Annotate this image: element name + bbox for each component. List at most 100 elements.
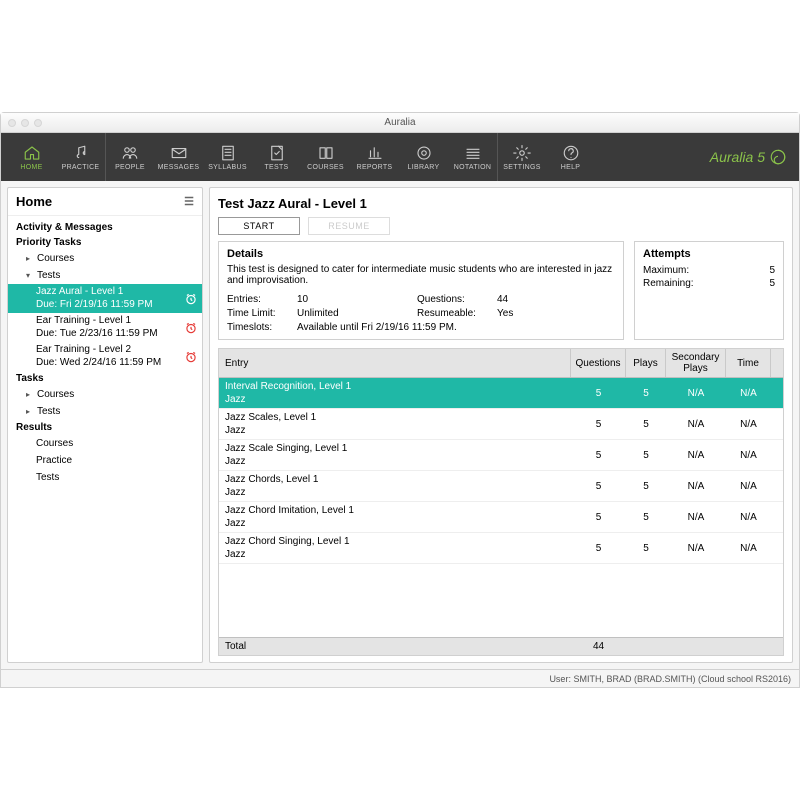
toolbar-settings[interactable]: SETTINGS (497, 133, 546, 181)
zoom-dot[interactable] (34, 119, 42, 127)
toolbar-messages[interactable]: MESSAGES (154, 133, 203, 181)
toolbar-library[interactable]: LIBRARY (399, 133, 448, 181)
start-button[interactable]: START (218, 217, 300, 235)
col-entry[interactable]: Entry (219, 349, 571, 377)
toolbar-help[interactable]: HELP (546, 133, 595, 181)
entries-label: Entries: (227, 294, 297, 305)
toolbar-tests[interactable]: TESTS (252, 133, 301, 181)
page-title: Test Jazz Aural - Level 1 (218, 194, 784, 217)
cell-plays: 5 (626, 440, 666, 470)
window-controls[interactable] (8, 119, 42, 127)
sidebar-test-item[interactable]: Ear Training - Level 1Due: Tue 2/23/16 1… (8, 313, 202, 342)
timelimit-value: Unlimited (297, 308, 417, 319)
col-scrollbar (771, 349, 783, 377)
cell-time: N/A (726, 502, 771, 532)
minimize-dot[interactable] (21, 119, 29, 127)
library-icon (415, 144, 433, 162)
entry-category: Jazz (225, 548, 246, 561)
list-icon[interactable]: ☰ (184, 195, 194, 208)
entries-table: Entry Questions Plays Secondary Plays Ti… (218, 348, 784, 656)
col-time[interactable]: Time (726, 349, 771, 377)
toolbar-home[interactable]: HOME (7, 133, 56, 181)
table-row[interactable]: Jazz Chords, Level 1Jazz55N/AN/A (219, 471, 783, 502)
sidebar-body: Activity & Messages Priority Tasks ▸Cour… (8, 216, 202, 490)
entry-name: Jazz Chord Imitation, Level 1 (225, 504, 354, 517)
sidebar-tasks-tests[interactable]: ▸Tests (8, 403, 202, 420)
tests-icon (268, 144, 286, 162)
cell-secondary-plays: N/A (666, 378, 726, 408)
sidebar: Home ☰ Activity & Messages Priority Task… (7, 187, 203, 663)
cell-plays: 5 (626, 471, 666, 501)
entry-category: Jazz (225, 455, 246, 468)
status-user: User: SMITH, BRAD (BRAD.SMITH) (Cloud sc… (549, 674, 791, 684)
cell-plays: 5 (626, 502, 666, 532)
cell-time: N/A (726, 440, 771, 470)
brand-text: Auralia 5 (710, 149, 765, 165)
attempts-card: Attempts Maximum:5 Remaining:5 (634, 241, 784, 340)
cell-questions: 5 (571, 440, 626, 470)
details-description: This test is designed to cater for inter… (227, 264, 615, 286)
col-secondary-plays[interactable]: Secondary Plays (666, 349, 726, 377)
alarm-icon (184, 321, 198, 335)
table-row[interactable]: Jazz Chord Singing, Level 1Jazz55N/AN/A (219, 533, 783, 564)
sidebar-tasks-heading: Tasks (8, 371, 202, 386)
sidebar-results-courses[interactable]: Courses (8, 435, 202, 452)
sidebar-results-heading: Results (8, 420, 202, 435)
cell-questions: 5 (571, 378, 626, 408)
test-name: Ear Training - Level 2 (36, 344, 180, 357)
col-questions[interactable]: Questions (571, 349, 626, 377)
test-due: Due: Fri 2/19/16 11:59 PM (36, 299, 180, 312)
sidebar-activity-heading[interactable]: Activity & Messages (8, 220, 202, 235)
table-row[interactable]: Jazz Chord Imitation, Level 1Jazz55N/AN/… (219, 502, 783, 533)
sidebar-test-item[interactable]: Jazz Aural - Level 1Due: Fri 2/19/16 11:… (8, 284, 202, 313)
entry-name: Jazz Scales, Level 1 (225, 411, 316, 424)
sidebar-results-practice[interactable]: Practice (8, 452, 202, 469)
close-dot[interactable] (8, 119, 16, 127)
table-row[interactable]: Jazz Scales, Level 1Jazz55N/AN/A (219, 409, 783, 440)
toolbar-reports[interactable]: REPORTS (350, 133, 399, 181)
cell-plays: 5 (626, 533, 666, 563)
sidebar-priority-courses[interactable]: ▸Courses (8, 250, 202, 267)
entry-category: Jazz (225, 424, 246, 437)
table-row[interactable]: Jazz Scale Singing, Level 1Jazz55N/AN/A (219, 440, 783, 471)
cell-questions: 5 (571, 533, 626, 563)
cell-secondary-plays: N/A (666, 471, 726, 501)
toolbar-courses[interactable]: COURSES (301, 133, 350, 181)
resumeable-label: Resumeable: (417, 308, 497, 319)
toolbar-syllabus[interactable]: SYLLABUS (203, 133, 252, 181)
status-bar: User: SMITH, BRAD (BRAD.SMITH) (Cloud sc… (1, 669, 799, 687)
notation-icon (464, 144, 482, 162)
attempts-rem-value: 5 (769, 278, 775, 289)
entry-name: Jazz Chords, Level 1 (225, 473, 318, 486)
sidebar-priority-tests[interactable]: ▾Tests (8, 267, 202, 284)
toolbar-people[interactable]: PEOPLE (105, 133, 154, 181)
sidebar-tasks-courses[interactable]: ▸Courses (8, 386, 202, 403)
table-row[interactable]: Interval Recognition, Level 1Jazz55N/AN/… (219, 378, 783, 409)
timelimit-label: Time Limit: (227, 308, 297, 319)
sidebar-priority-heading: Priority Tasks (8, 235, 202, 250)
attempts-max-value: 5 (769, 265, 775, 276)
toolbar-notation[interactable]: NOTATION (448, 133, 497, 181)
timeslots-value: Available until Fri 2/19/16 11:59 PM. (297, 322, 557, 333)
table-body: Interval Recognition, Level 1Jazz55N/AN/… (219, 378, 783, 637)
toolbar-practice[interactable]: PRACTICE (56, 133, 105, 181)
note-icon (72, 144, 90, 162)
entry-category: Jazz (225, 393, 246, 406)
home-icon (23, 144, 41, 162)
cell-plays: 5 (626, 378, 666, 408)
cell-plays: 5 (626, 409, 666, 439)
sidebar-results-tests[interactable]: Tests (8, 469, 202, 486)
sidebar-test-item[interactable]: Ear Training - Level 2Due: Wed 2/24/16 1… (8, 342, 202, 371)
alarm-icon (184, 292, 198, 306)
cell-questions: 5 (571, 409, 626, 439)
cell-secondary-plays: N/A (666, 502, 726, 532)
window-title: Auralia (384, 117, 415, 128)
main-toolbar: HOMEPRACTICEPEOPLEMESSAGESSYLLABUSTESTSC… (1, 133, 799, 181)
attempts-max-label: Maximum: (643, 265, 689, 276)
sidebar-title: Home (16, 194, 52, 209)
reports-icon (366, 144, 384, 162)
test-due: Due: Tue 2/23/16 11:59 PM (36, 328, 180, 341)
col-plays[interactable]: Plays (626, 349, 666, 377)
questions-value: 44 (497, 294, 557, 305)
entries-value: 10 (297, 294, 417, 305)
